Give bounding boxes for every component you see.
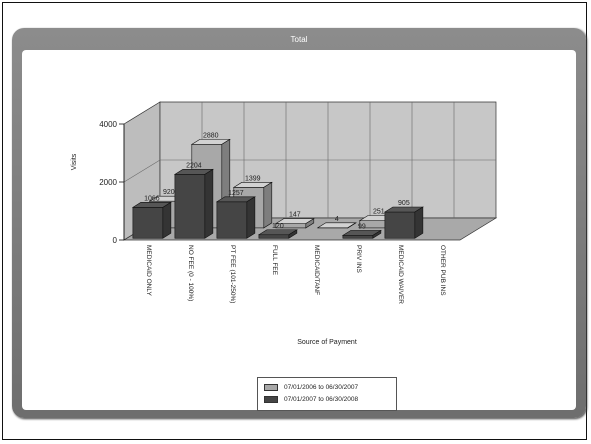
- legend-swatch-series-1: [264, 383, 278, 391]
- bar-front-face: [132, 207, 164, 239]
- bar-side-face: [372, 229, 382, 239]
- data-label: 147: [289, 212, 301, 219]
- legend-label-series-2: 07/01/2007 to 06/30/2008: [284, 395, 359, 403]
- data-label: 251: [373, 209, 385, 216]
- x-tick-label: NO FEE (0 - 100%): [187, 245, 194, 301]
- y-axis-label: Visits: [71, 153, 78, 170]
- bar-front-face: [342, 235, 374, 239]
- data-label: 99: [358, 223, 366, 230]
- data-label: 1399: [245, 175, 261, 182]
- bar-side-face: [414, 206, 424, 239]
- bar: 4: [316, 216, 357, 229]
- data-label: 2880: [203, 132, 219, 139]
- data-label: 120: [272, 223, 284, 230]
- x-tick-label: PT FEE (101-250%): [229, 245, 236, 303]
- legend-label-series-1: 07/01/2006 to 06/30/2007: [284, 383, 359, 391]
- bar-front-face: [258, 234, 290, 239]
- x-tick-label: PRIV INS: [355, 245, 362, 273]
- bar-side-face: [288, 229, 298, 239]
- x-tick-label: FULL FEE: [271, 245, 278, 276]
- data-label: 2204: [186, 162, 202, 169]
- bar: 2204: [173, 162, 214, 239]
- bar-front-face: [216, 201, 248, 239]
- x-tick-label: MEDICAID/TANF: [313, 245, 320, 295]
- y-axis: 0 2000 4000: [99, 120, 125, 245]
- bar-side-face: [263, 181, 273, 229]
- bar: 1257: [215, 190, 256, 239]
- gridline-horizontal: [123, 159, 496, 183]
- data-label: 920: [163, 189, 175, 196]
- bar-side-face: [305, 218, 315, 229]
- x-tick-labels: MEDICAID ONLY NO FEE (0 - 100%) PT FEE (10…: [145, 245, 446, 304]
- y-tick-label: 0: [113, 236, 118, 245]
- bar: 1066: [131, 195, 172, 239]
- x-axis-label: Source of Payment: [297, 339, 357, 346]
- legend-swatch-series-2: [264, 395, 278, 403]
- y-tick-label: 2000: [99, 178, 117, 187]
- chart-area: 0 2000 4000 920 2880 1399 147 4 251 1066 2204 1257…: [22, 50, 576, 411]
- chart-panel: Total 0 2000 4000 920 2880 1399 147 4 251 1066 22…: [12, 28, 586, 418]
- chart-title: Total: [290, 35, 308, 44]
- x-tick-label: MEDICAID ONLY: [145, 245, 152, 296]
- legend-item-series-1: 07/01/2006 to 06/30/2007: [264, 381, 390, 393]
- bar: 905: [383, 200, 424, 239]
- x-tick-label: OTHER PUB INS: [439, 245, 446, 296]
- bar-side-face: [162, 201, 172, 239]
- data-label: 4: [335, 216, 339, 223]
- bar-side-face: [347, 222, 357, 229]
- data-label: 1066: [144, 195, 160, 202]
- legend: 07/01/2006 to 06/30/2007 07/01/2007 to 0…: [257, 377, 397, 411]
- bar-front-face: [384, 211, 416, 239]
- x-tick-label: MEDICAID WAIVER: [397, 245, 404, 304]
- data-label: 1257: [228, 190, 244, 197]
- bar: 120: [257, 223, 298, 239]
- bar-side-face: [204, 168, 214, 239]
- data-label: 905: [398, 200, 410, 207]
- bar-side-face: [246, 196, 256, 239]
- legend-item-series-2: 07/01/2007 to 06/30/2008: [264, 393, 390, 405]
- chart-svg: 0 2000 4000 920 2880 1399 147 4 251 1066 2204 1257…: [71, 101, 498, 346]
- bar: 147: [274, 212, 315, 229]
- chart-bars: 920 2880 1399 147 4 251 1066 2204 1257 120 99 905: [131, 132, 424, 239]
- bar-front-face: [174, 174, 206, 239]
- y-tick-label: 4000: [99, 120, 117, 129]
- bar: 99: [341, 223, 382, 239]
